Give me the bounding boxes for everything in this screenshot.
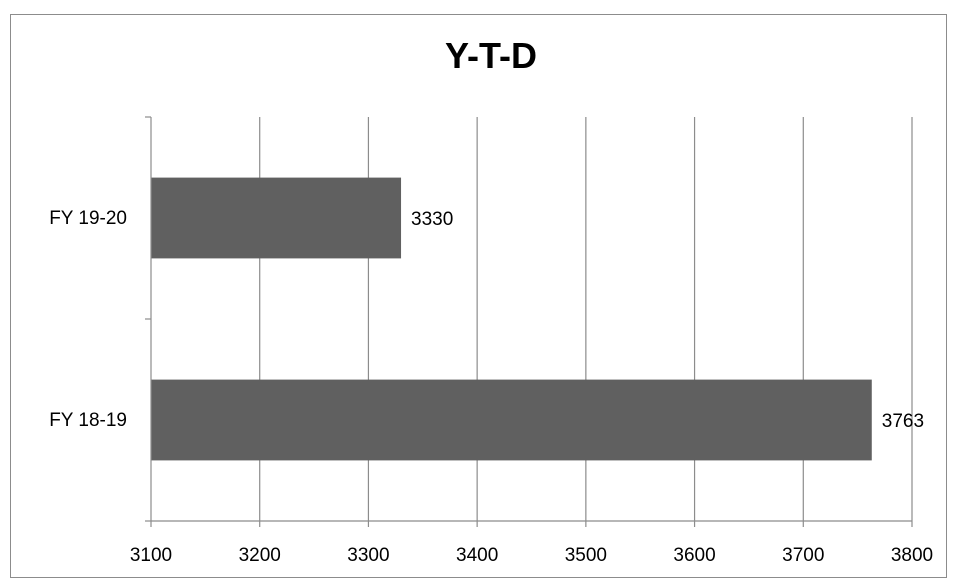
x-tick-label-3700: 3700 <box>782 545 824 566</box>
axes <box>145 116 913 527</box>
data-label-0: 3330 <box>411 209 453 230</box>
x-tick-label-3800: 3800 <box>891 545 933 566</box>
data-label-1: 3763 <box>882 411 924 432</box>
bar-0 <box>151 177 402 259</box>
x-tick-label-3200: 3200 <box>239 545 281 566</box>
x-tick-label-3600: 3600 <box>673 545 715 566</box>
x-tick-label-3500: 3500 <box>565 545 607 566</box>
chart-frame <box>10 14 947 578</box>
category-label-0: FY 19-20 <box>49 208 127 229</box>
x-tick-label-3100: 3100 <box>130 545 172 566</box>
bars <box>151 177 872 461</box>
x-tick-label-3400: 3400 <box>456 545 498 566</box>
category-label-1: FY 18-19 <box>49 410 127 431</box>
bar-1 <box>151 379 872 461</box>
chart-title: Y-T-D <box>445 35 537 76</box>
x-tick-label-3300: 3300 <box>347 545 389 566</box>
labels: 3100 3200 3300 3400 3500 3600 3700 3800 FY 19-20… <box>49 208 933 566</box>
